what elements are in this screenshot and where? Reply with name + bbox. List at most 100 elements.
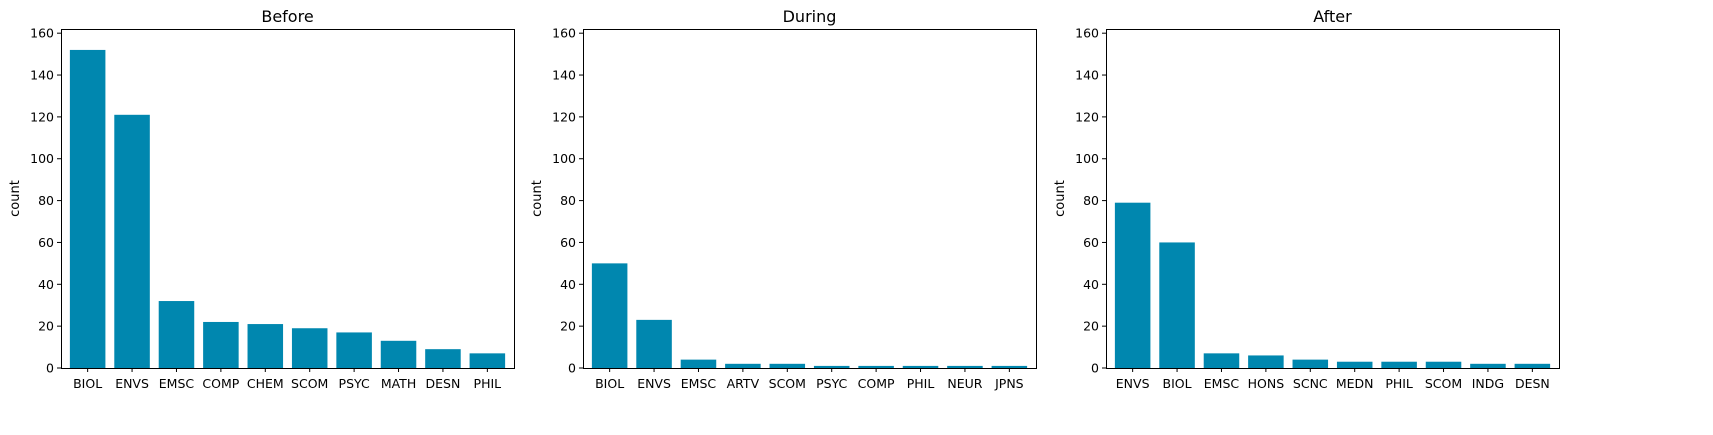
- x-tick-label: ENVS: [637, 376, 671, 391]
- y-tick-label: 20: [560, 319, 576, 334]
- bar-scom: [769, 363, 806, 368]
- y-tick-label: 160: [552, 26, 576, 41]
- y-tick-label: 60: [560, 235, 576, 250]
- x-tick-label: DESN: [1515, 376, 1550, 391]
- y-tick-label: 80: [560, 193, 576, 208]
- bar-phil: [1381, 361, 1417, 368]
- bar-envs: [1114, 202, 1151, 368]
- x-tick-label: DESN: [426, 376, 461, 391]
- x-tick-label: MEDN: [1336, 376, 1374, 391]
- x-tick-label: PHIL: [474, 376, 502, 391]
- plot-frame: [61, 29, 515, 369]
- bar-envs: [636, 319, 672, 368]
- y-tick-label: 140: [552, 68, 576, 83]
- x-tick-label: BIOL: [595, 376, 624, 391]
- y-tick-label: 140: [1075, 68, 1099, 83]
- x-tick-label: ENVS: [115, 376, 149, 391]
- chart-title: Before: [261, 7, 313, 26]
- bar-emsc: [1203, 353, 1240, 368]
- bar-biol: [1159, 242, 1195, 368]
- chart-panel-during: BIOL ENVS EMSC ARTV SCOM PSYC COMP PHIL NEUR JPNS…: [530, 7, 1037, 391]
- bar-artv: [725, 363, 761, 368]
- chart-title: After: [1313, 7, 1352, 26]
- y-tick-label: 120: [1075, 109, 1099, 124]
- x-tick-label: NEUR: [947, 376, 982, 391]
- y-tick-label: 40: [560, 277, 576, 292]
- x-tick-label: BIOL: [1163, 376, 1192, 391]
- x-tick-label: SCOM: [291, 376, 328, 391]
- bar-emsc: [680, 359, 717, 368]
- y-tick-label: 20: [38, 319, 54, 334]
- x-tick-label: JPNS: [994, 376, 1024, 391]
- x-tick-label: PSYC: [816, 376, 847, 391]
- x-tick-label: COMP: [858, 376, 895, 391]
- plot-frame: [583, 29, 1037, 369]
- y-tick-label: 100: [1075, 151, 1099, 166]
- plot-frame: [1106, 29, 1560, 369]
- bar-math: [380, 340, 417, 368]
- x-tick-label: PHIL: [1385, 376, 1413, 391]
- x-tick-label: PHIL: [907, 376, 935, 391]
- chart-panel-before: BIOL ENVS EMSC COMP CHEM SCOM PSYC MATH DESN PHIL…: [8, 7, 515, 391]
- bar-indg: [1470, 363, 1506, 368]
- x-tick-label: MATH: [381, 376, 416, 391]
- bar-medn: [1336, 361, 1373, 368]
- bar-psyc: [813, 365, 850, 368]
- bar-neur: [947, 365, 983, 368]
- bar-psyc: [336, 332, 372, 368]
- x-tick-label: ARTV: [727, 376, 760, 391]
- y-tick-label: 40: [1083, 277, 1099, 292]
- y-tick-label: 0: [46, 361, 54, 376]
- x-tick-label: SCNC: [1293, 376, 1328, 391]
- chart-panel-after: ENVS BIOL EMSC HONS SCNC MEDN PHIL SCOM INDG DESN…: [1053, 7, 1560, 391]
- y-tick-label: 120: [552, 109, 576, 124]
- bar-desn: [425, 349, 461, 368]
- bar-scom: [291, 328, 328, 368]
- bar-comp: [203, 321, 239, 368]
- bar-biol: [69, 49, 106, 369]
- x-tick-label: SCOM: [1425, 376, 1462, 391]
- y-tick-label: 160: [30, 26, 54, 41]
- bar-scnc: [1292, 359, 1329, 368]
- y-tick-label: 100: [30, 151, 54, 166]
- x-tick-label: PSYC: [339, 376, 370, 391]
- bar-emsc: [158, 301, 195, 368]
- y-axis-label: count: [1053, 180, 1068, 217]
- y-tick-label: 40: [38, 277, 54, 292]
- bar-envs: [114, 114, 150, 368]
- y-tick-label: 80: [38, 193, 54, 208]
- y-tick-label: 160: [1075, 26, 1099, 41]
- y-tick-label: 0: [568, 361, 576, 376]
- y-axis-label: count: [8, 180, 23, 217]
- x-tick-label: EMSC: [1204, 376, 1240, 391]
- x-tick-label: SCOM: [769, 376, 806, 391]
- bar-biol: [591, 263, 628, 368]
- x-tick-label: COMP: [202, 376, 239, 391]
- x-tick-label: HONS: [1248, 376, 1285, 391]
- y-axis-label: count: [530, 180, 545, 217]
- bar-phil: [469, 353, 506, 368]
- x-tick-label: BIOL: [73, 376, 102, 391]
- y-tick-label: 60: [1083, 235, 1099, 250]
- bar-comp: [858, 365, 894, 368]
- bar-chem: [247, 324, 284, 368]
- y-tick-label: 100: [552, 151, 576, 166]
- bar-desn: [1514, 363, 1551, 368]
- x-tick-label: EMSC: [159, 376, 195, 391]
- x-tick-label: INDG: [1472, 376, 1504, 391]
- y-tick-label: 140: [30, 68, 54, 83]
- chart-title: During: [783, 7, 837, 26]
- x-tick-label: ENVS: [1116, 376, 1150, 391]
- x-tick-label: EMSC: [681, 376, 717, 391]
- bar-phil: [902, 365, 939, 368]
- y-tick-label: 0: [1091, 361, 1099, 376]
- y-tick-label: 80: [1083, 193, 1099, 208]
- bar-scom: [1425, 361, 1462, 368]
- bar-jpns: [991, 365, 1028, 368]
- y-tick-label: 120: [30, 109, 54, 124]
- y-tick-label: 20: [1083, 319, 1099, 334]
- x-tick-label: CHEM: [247, 376, 284, 391]
- y-tick-label: 60: [38, 235, 54, 250]
- bar-hons: [1248, 355, 1284, 368]
